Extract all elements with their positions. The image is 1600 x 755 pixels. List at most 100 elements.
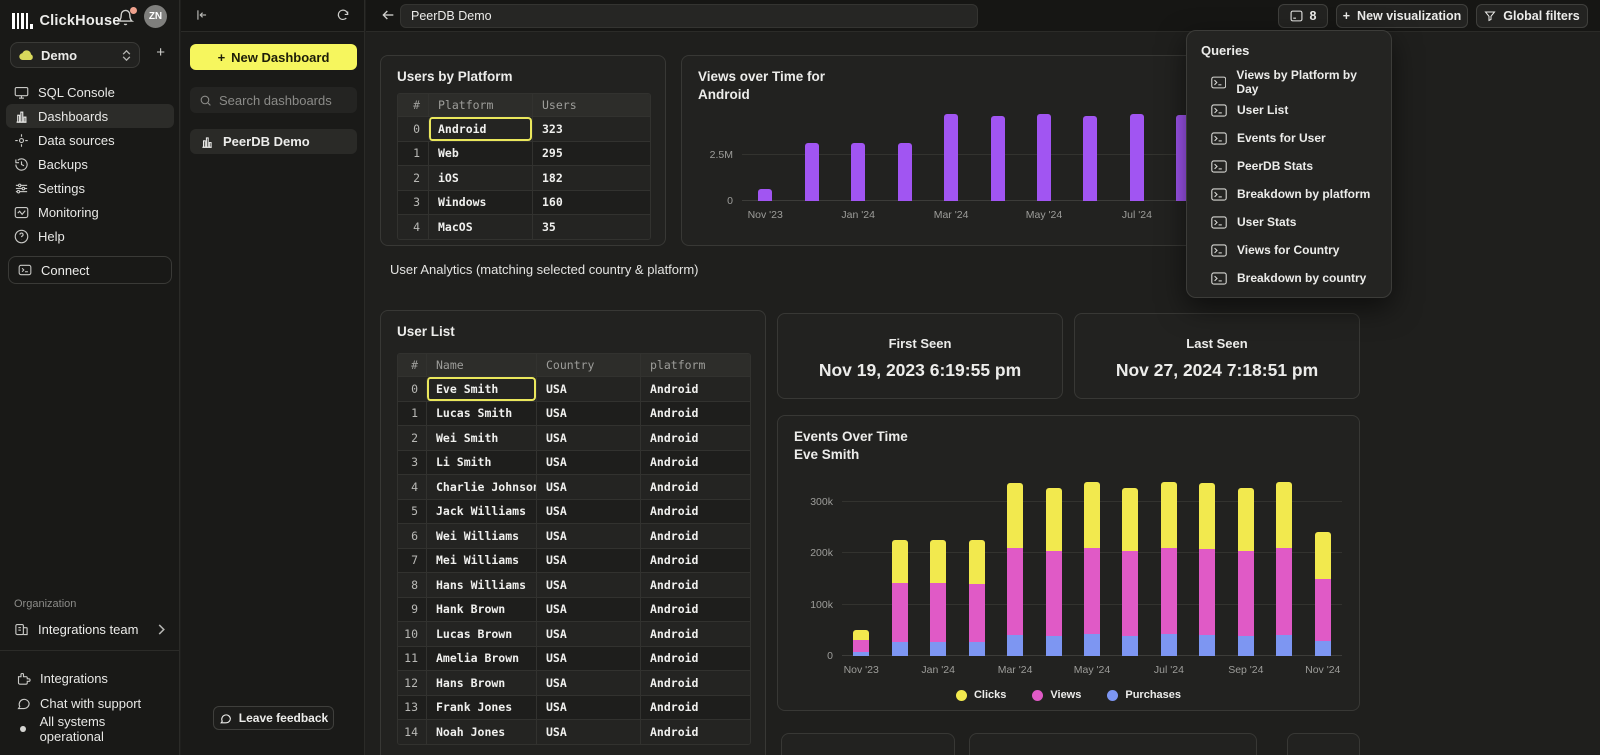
stat-label: First Seen (778, 336, 1062, 351)
sidebar-item-settings[interactable]: Settings (6, 176, 174, 200)
main-content: 8 + New visualization Global filters Use… (366, 0, 1600, 755)
leave-feedback-button[interactable]: Leave feedback (213, 706, 334, 730)
system-status-label: All systems operational (40, 714, 164, 744)
table-row[interactable]: 5Jack WilliamsUSAAndroid (398, 499, 750, 524)
sidebar-item-backups[interactable]: Backups (6, 152, 174, 176)
organization-team-label: Integrations team (38, 622, 138, 637)
table-row[interactable]: 3 Windows 160 (398, 190, 650, 215)
funnel-icon (1484, 10, 1496, 22)
leave-feedback-label: Leave feedback (239, 711, 328, 725)
back-arrow-icon[interactable] (380, 7, 396, 23)
sidebar-item-data-sources[interactable]: Data sources (6, 128, 174, 152)
events-over-time-chart[interactable]: 0100k200k300kNov '23Jan '24Mar '24May '2… (842, 481, 1342, 656)
dashboard-search[interactable] (190, 87, 357, 113)
legend-label: Clicks (974, 689, 1006, 701)
sidebar-item-dashboards[interactable]: Dashboards (6, 104, 174, 128)
organization-team-selector[interactable]: Integrations team (8, 617, 172, 641)
notifications-bell-icon[interactable] (117, 9, 135, 27)
selected-cell[interactable]: Android (428, 117, 532, 141)
partial-card (781, 733, 955, 755)
org-icon (14, 622, 29, 637)
table-row[interactable]: 0Eve SmithUSAAndroid (398, 376, 750, 401)
sidebar-item-chat-support[interactable]: Chat with support (8, 691, 172, 716)
table-row[interactable]: 11Amelia BrownUSAAndroid (398, 646, 750, 671)
app-window: ClickHouse ZN Demo + SQL Console Dashboa… (0, 0, 1600, 755)
bar-chart-icon (200, 135, 214, 149)
sidebar-item-label: Settings (38, 181, 85, 196)
sidebar-item-label: Dashboards (38, 109, 108, 124)
connect-button[interactable]: Connect (8, 256, 172, 284)
sidebar-item-monitoring[interactable]: Monitoring (6, 200, 174, 224)
dashboard-list-item[interactable]: PeerDB Demo (190, 129, 357, 154)
query-item-breakdown-by-country[interactable]: Breakdown by country (1201, 264, 1377, 292)
activity-icon (14, 205, 29, 220)
legend-item[interactable]: Purchases (1107, 689, 1181, 701)
table-row[interactable]: 10Lucas BrownUSAAndroid (398, 621, 750, 646)
legend-item[interactable]: Clicks (956, 689, 1006, 701)
table-row[interactable]: 1Lucas SmithUSAAndroid (398, 401, 750, 426)
table-row[interactable]: 13Frank JonesUSAAndroid (398, 695, 750, 720)
selected-cell[interactable]: Eve Smith (426, 377, 536, 401)
avatar[interactable]: ZN (144, 5, 167, 28)
stat-label: Last Seen (1075, 336, 1359, 351)
add-service-button[interactable]: + (156, 44, 165, 61)
query-item-views-for-country[interactable]: Views for Country (1201, 236, 1377, 264)
slides-count-button[interactable]: 8 (1278, 4, 1328, 28)
legend-label: Views (1050, 689, 1081, 701)
sidebar-item-help[interactable]: Help (6, 224, 174, 248)
sidebar-item-label: SQL Console (38, 85, 115, 100)
table-row[interactable]: 4 MacOS 35 (398, 214, 650, 239)
table-row[interactable]: 3Li SmithUSAAndroid (398, 450, 750, 475)
sidebar-item-integrations[interactable]: Integrations (8, 666, 172, 691)
global-filters-button[interactable]: Global filters (1476, 4, 1588, 28)
terminal-icon (1211, 160, 1227, 173)
table-row[interactable]: 14Noah JonesUSAAndroid (398, 719, 750, 744)
analytics-section-label: User Analytics (matching selected countr… (390, 262, 699, 277)
legend-dot-icon (1032, 690, 1043, 701)
table-row[interactable]: 2Wei SmithUSAAndroid (398, 425, 750, 450)
sidebar: ClickHouse ZN Demo + SQL Console Dashboa… (0, 0, 180, 755)
table-row[interactable]: 4Charlie JohnsonUSAAndroid (398, 474, 750, 499)
sidebar-item-sql-console[interactable]: SQL Console (6, 80, 174, 104)
query-item-user-stats[interactable]: User Stats (1201, 208, 1377, 236)
table-row[interactable]: 8Hans WilliamsUSAAndroid (398, 572, 750, 597)
collapse-panel-icon[interactable] (195, 8, 209, 22)
puzzle-icon (16, 671, 31, 686)
table-row[interactable]: 6Wei WilliamsUSAAndroid (398, 523, 750, 548)
card-title: Users by Platform (397, 68, 513, 86)
users-by-platform-card: Users by Platform # Platform Users 0 And… (380, 55, 666, 246)
terminal-icon (1211, 272, 1227, 285)
terminal-icon (1211, 76, 1226, 89)
query-item-views-by-platform-by-day[interactable]: Views by Platform by Day (1201, 68, 1377, 96)
workspace-selector[interactable]: Demo (10, 42, 140, 68)
dashboards-panel-header (181, 0, 364, 32)
sidebar-item-system-status[interactable]: All systems operational (8, 716, 172, 741)
legend-item[interactable]: Views (1032, 689, 1081, 701)
stat-value: Nov 27, 2024 7:18:51 pm (1075, 360, 1359, 381)
terminal-icon (1211, 244, 1227, 257)
table-row[interactable]: 1 Web 295 (398, 141, 650, 166)
query-item-events-for-user[interactable]: Events for User (1201, 124, 1377, 152)
chat-icon (16, 696, 31, 711)
query-item-user-list[interactable]: User List (1201, 96, 1377, 124)
new-visualization-button[interactable]: + New visualization (1336, 4, 1468, 28)
table-row[interactable]: 7Mei WilliamsUSAAndroid (398, 548, 750, 573)
query-item-peerdb-stats[interactable]: PeerDB Stats (1201, 152, 1377, 180)
table-row[interactable]: 0 Android 323 (398, 116, 650, 141)
query-item-label: Views by Platform by Day (1236, 68, 1377, 96)
table-row[interactable]: 9Hank BrownUSAAndroid (398, 597, 750, 622)
query-item-breakdown-by-platform[interactable]: Breakdown by platform (1201, 180, 1377, 208)
terminal-icon (1211, 104, 1227, 117)
plus-icon: + (1343, 9, 1350, 23)
search-input[interactable] (219, 93, 339, 108)
query-item-label: User List (1237, 103, 1288, 117)
table-row[interactable]: 12Hans BrownUSAAndroid (398, 670, 750, 695)
window-icon (1290, 10, 1303, 22)
dashboard-title-input[interactable] (400, 4, 978, 28)
column-header: Platform (428, 94, 532, 116)
refresh-icon[interactable] (336, 8, 350, 22)
column-header: Country (536, 354, 640, 376)
new-dashboard-button[interactable]: + New Dashboard (190, 44, 357, 70)
table-row[interactable]: 2 iOS 182 (398, 165, 650, 190)
legend-label: Purchases (1125, 689, 1181, 701)
